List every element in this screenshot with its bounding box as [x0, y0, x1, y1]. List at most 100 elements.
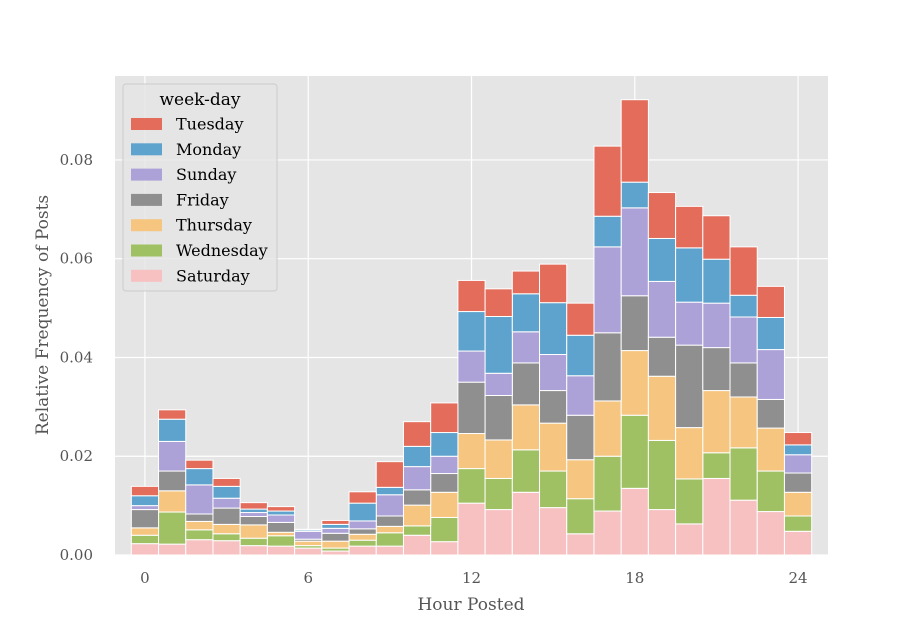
bar-wednesday-bin-5: [266, 535, 296, 547]
bar-monday-bin-17: [593, 215, 622, 248]
bar-wednesday-bin-23: [756, 470, 785, 513]
bar-thursday-bin-15: [539, 422, 568, 472]
bar-tuesday-bin-12: [457, 279, 486, 313]
x-axis-ticks: 0 6 12 18 24: [140, 569, 807, 587]
bar-saturday-bin-24: [783, 530, 813, 556]
series-sunday: [130, 207, 813, 540]
y-tick-label: 0.06: [60, 250, 93, 268]
bar-tuesday-bin-15: [539, 263, 568, 304]
bar-saturday-bin-11: [430, 541, 459, 556]
bar-saturday-bin-16: [566, 533, 595, 556]
bar-sunday-bin-15: [539, 354, 568, 392]
bar-saturday-bin-15: [539, 507, 568, 556]
series-friday: [130, 295, 813, 542]
y-tick-label: 0.04: [60, 348, 93, 366]
legend-label-thursday: Thursday: [176, 216, 252, 235]
bar-tuesday-bin-24: [783, 432, 813, 446]
bar-saturday-bin-4: [239, 545, 268, 556]
bar-monday-bin-5: [266, 510, 296, 516]
y-tick-label: 0.00: [60, 546, 93, 564]
y-tick-label: 0.08: [60, 151, 93, 169]
bar-sunday-bin-8: [348, 520, 377, 530]
bar-sunday-bin-17: [593, 246, 622, 334]
bar-sunday-bin-1: [158, 440, 187, 472]
bar-thursday-bin-21: [702, 390, 731, 454]
bar-tuesday-bin-3: [212, 477, 241, 487]
bar-friday-bin-21: [702, 347, 731, 392]
bar-monday-bin-3: [212, 485, 241, 499]
bar-thursday-bin-3: [212, 523, 241, 535]
bar-thursday-bin-1: [158, 490, 187, 513]
bar-wednesday-bin-15: [539, 470, 568, 509]
legend-title: week-day: [159, 90, 240, 110]
legend-swatch-tuesday: [131, 118, 162, 130]
bar-monday-bin-11: [430, 432, 459, 457]
bar-wednesday-bin-1: [158, 511, 187, 545]
legend-items: Tuesday Monday Sunday Friday Thursday Wednesd…: [131, 115, 268, 285]
bar-wednesday-bin-14: [511, 449, 541, 493]
legend: week-day Tuesday Monday Sunday Friday Thursd…: [122, 83, 278, 292]
bar-sunday-bin-22: [729, 316, 758, 364]
bar-monday-bin-0: [130, 495, 160, 507]
bar-tuesday-bin-21: [702, 215, 731, 260]
bar-wednesday-bin-4: [239, 537, 268, 547]
histogram-bars: [130, 99, 813, 556]
bar-saturday-bin-5: [266, 545, 296, 556]
bar-saturday-bin-1: [158, 543, 187, 556]
x-tick-label: 6: [303, 569, 313, 587]
bar-thursday-bin-17: [593, 400, 622, 457]
bar-friday-bin-3: [212, 507, 241, 525]
bar-monday-bin-9: [375, 486, 404, 496]
bar-saturday-bin-23: [756, 511, 785, 556]
bar-thursday-bin-11: [430, 491, 459, 518]
bar-wednesday-bin-9: [375, 532, 404, 547]
bar-sunday-bin-23: [756, 349, 785, 400]
bar-wednesday-bin-13: [484, 477, 513, 511]
bar-friday-bin-0: [130, 509, 160, 529]
bar-saturday-bin-10: [402, 534, 432, 556]
bar-friday-bin-23: [756, 398, 785, 429]
bar-friday-bin-15: [539, 390, 568, 424]
x-tick-label: 18: [625, 569, 644, 587]
bar-saturday-bin-12: [457, 502, 486, 556]
bar-tuesday-bin-0: [130, 485, 160, 497]
bar-friday-bin-7: [321, 532, 350, 542]
bar-saturday-bin-13: [484, 509, 513, 556]
bar-wednesday-bin-22: [729, 447, 758, 501]
bar-saturday-bin-19: [647, 509, 677, 556]
bar-monday-bin-7: [321, 523, 350, 529]
bar-thursday-bin-5: [266, 531, 296, 537]
bar-tuesday-bin-1: [158, 409, 187, 420]
bar-monday-bin-1: [158, 418, 187, 442]
legend-swatch-monday: [131, 143, 162, 156]
bar-sunday-bin-9: [375, 494, 404, 517]
bar-friday-bin-5: [266, 521, 296, 533]
bar-tuesday-bin-8: [348, 491, 377, 504]
bar-sunday-bin-3: [212, 497, 241, 509]
bar-friday-bin-22: [729, 362, 758, 398]
y-tick-label: 0.02: [60, 447, 93, 465]
bar-monday-bin-15: [539, 302, 568, 356]
bar-monday-bin-21: [702, 258, 731, 304]
bar-monday-bin-8: [348, 502, 377, 522]
bar-wednesday-bin-8: [348, 539, 377, 547]
bar-sunday-bin-13: [484, 372, 513, 396]
bar-thursday-bin-18: [620, 350, 649, 416]
legend-swatch-sunday: [131, 168, 162, 181]
bar-sunday-bin-2: [185, 484, 214, 515]
bar-sunday-bin-16: [566, 375, 595, 416]
bar-friday-bin-4: [239, 515, 268, 526]
bar-sunday-bin-21: [702, 302, 731, 349]
bar-wednesday-bin-18: [620, 414, 649, 489]
bar-friday-bin-18: [620, 295, 649, 352]
bar-tuesday-bin-19: [647, 192, 677, 239]
series-monday: [130, 181, 813, 532]
bar-monday-bin-16: [566, 334, 595, 377]
bar-saturday-bin-14: [511, 491, 541, 556]
x-tick-label: 24: [789, 569, 808, 587]
bar-friday-bin-10: [402, 489, 432, 506]
legend-label-monday: Monday: [176, 140, 241, 159]
bar-sunday-bin-12: [457, 350, 486, 383]
bar-monday-bin-13: [484, 315, 513, 374]
